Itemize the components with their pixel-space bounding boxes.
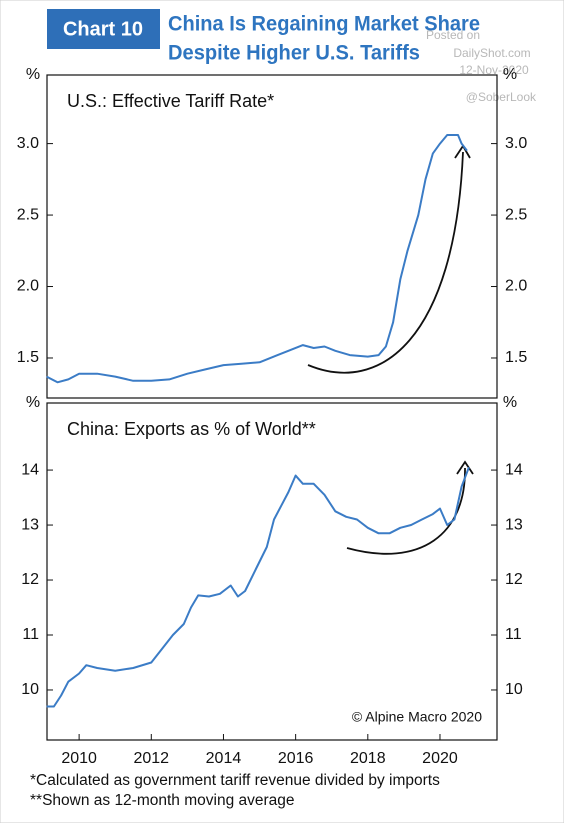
y-tick-label: 3.0 bbox=[17, 135, 39, 152]
y-tick-label: 14 bbox=[21, 461, 39, 478]
y-tick-label: 2.5 bbox=[17, 206, 39, 223]
y-tick-label: 1.5 bbox=[17, 349, 39, 366]
y-axis-label: % bbox=[26, 66, 40, 83]
footnote: **Shown as 12-month moving average bbox=[30, 792, 295, 809]
footnote: *Calculated as government tariff revenue… bbox=[30, 772, 440, 789]
x-tick-label: 2020 bbox=[422, 750, 458, 767]
y-tick-label: 11 bbox=[505, 626, 522, 643]
y-tick-label: 11 bbox=[22, 626, 39, 643]
watermark: @SoberLook bbox=[466, 90, 537, 104]
y-tick-label: 2.0 bbox=[17, 278, 39, 295]
panel-title: U.S.: Effective Tariff Rate* bbox=[67, 91, 274, 111]
y-tick-label: 14 bbox=[505, 461, 523, 478]
watermark: Posted on bbox=[426, 28, 480, 42]
series-line bbox=[46, 466, 470, 708]
y-tick-label: 13 bbox=[505, 516, 523, 533]
y-tick-label: 2.5 bbox=[505, 206, 527, 223]
title-line: China Is Regaining Market Share bbox=[168, 13, 480, 36]
panel-title: China: Exports as % of World** bbox=[67, 419, 316, 439]
y-tick-label: 12 bbox=[505, 571, 523, 588]
x-tick-label: 2016 bbox=[278, 750, 314, 767]
y-tick-label: 1.5 bbox=[505, 349, 527, 366]
x-tick-label: 2014 bbox=[206, 750, 242, 767]
x-tick-label: 2018 bbox=[350, 750, 386, 767]
y-tick-label: 10 bbox=[21, 681, 39, 698]
plot-frame bbox=[46, 74, 498, 399]
chart-label-box bbox=[47, 9, 160, 49]
y-tick-label: 12 bbox=[21, 571, 39, 588]
y-tick-label: 2.0 bbox=[505, 278, 527, 295]
series-line bbox=[46, 134, 468, 384]
watermark: 12-Nov-2020 bbox=[459, 63, 529, 77]
y-axis-label: % bbox=[503, 394, 517, 411]
chart-label: Chart 10 bbox=[63, 18, 143, 40]
x-tick-label: 2010 bbox=[61, 750, 97, 767]
y-tick-label: 10 bbox=[505, 681, 523, 698]
y-tick-label: 13 bbox=[21, 516, 39, 533]
x-tick-label: 2012 bbox=[133, 750, 169, 767]
y-tick-label: 3.0 bbox=[505, 135, 527, 152]
plot-frame bbox=[46, 402, 498, 741]
arrow bbox=[346, 467, 466, 555]
arrow bbox=[307, 151, 464, 374]
y-axis-label: % bbox=[26, 394, 40, 411]
watermark: DailyShot.com bbox=[453, 46, 530, 60]
title-line: Despite Higher U.S. Tariffs bbox=[168, 42, 420, 65]
arrow-head bbox=[456, 460, 474, 475]
y-axis-label: % bbox=[503, 66, 517, 83]
annotation: © Alpine Macro 2020 bbox=[352, 709, 482, 725]
